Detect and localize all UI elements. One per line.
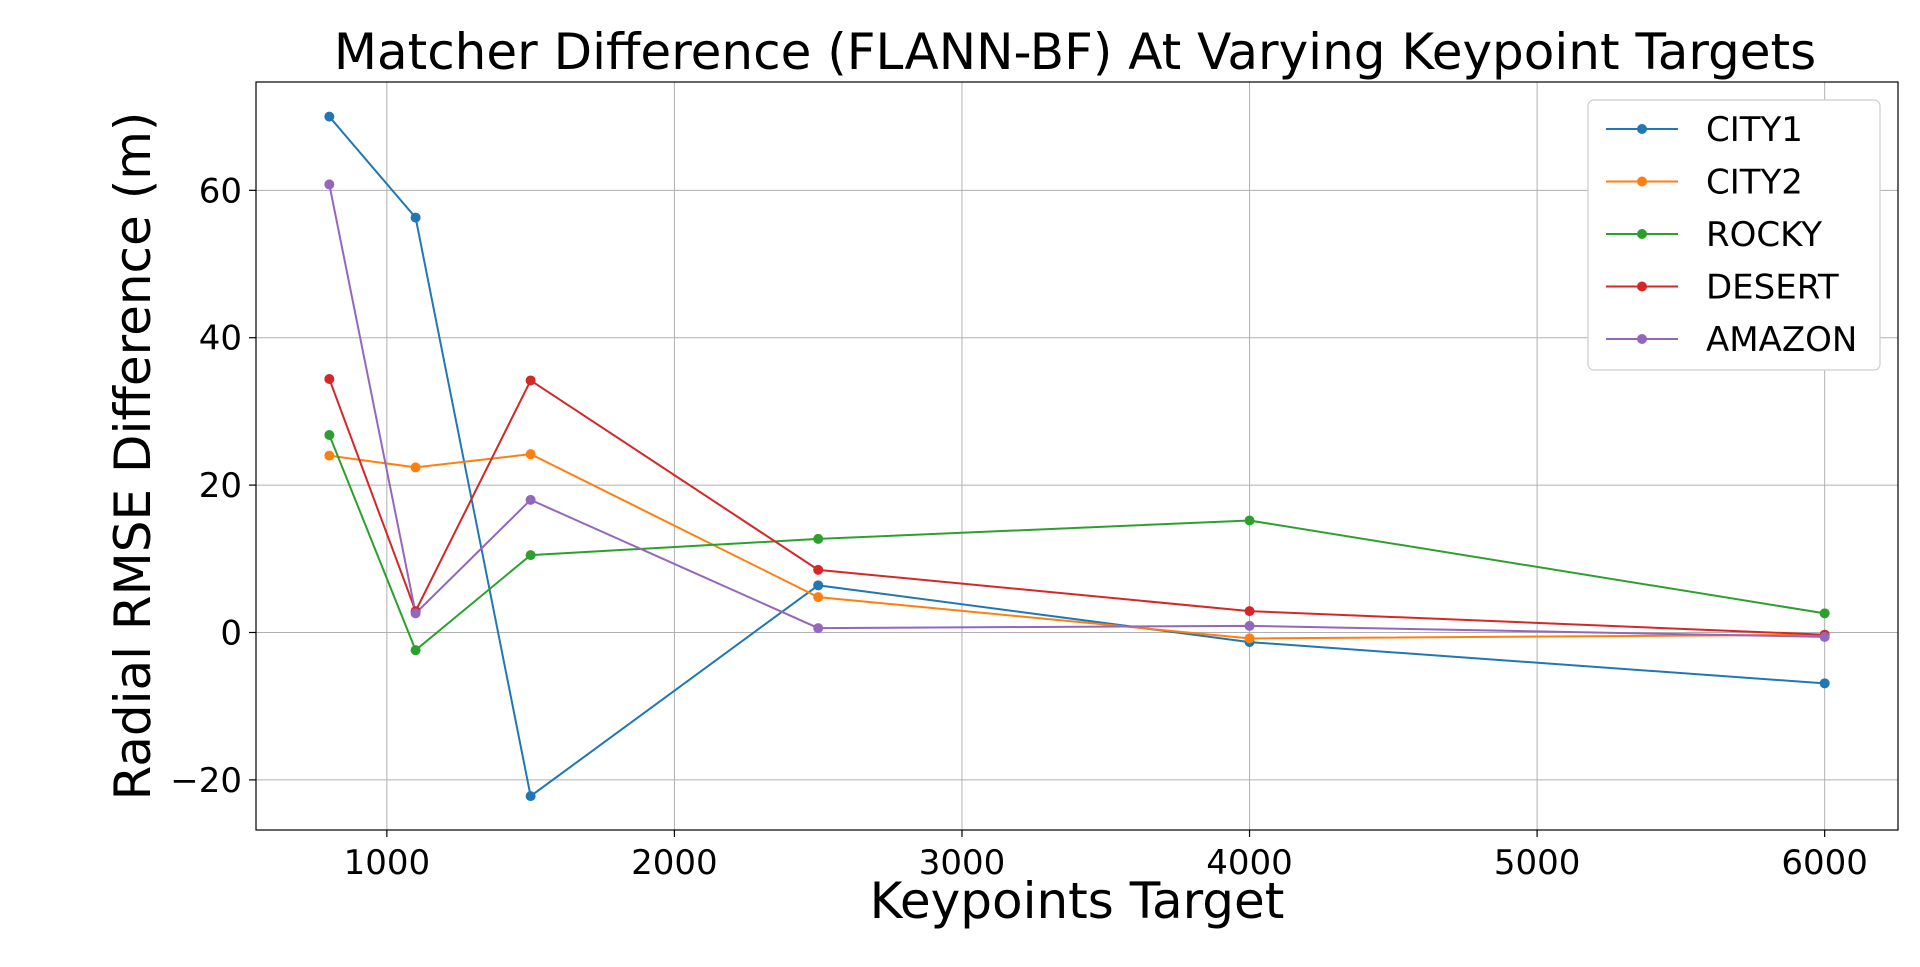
data-point-desert [525,375,536,386]
data-point-desert [813,564,824,575]
series-line-city1 [328,115,1825,798]
y-axis-label: Radial RMSE Difference (m) [104,112,162,801]
data-point-rocky [1819,608,1830,619]
legend: CITY1 CITY2 ROCKY DESERT AMAZON [1587,99,1881,371]
legend-label-city1: CITY1 [1706,110,1803,150]
plot-frame [255,81,1899,831]
legend-box [1587,99,1881,371]
data-point-amazon [813,623,824,634]
y-tick-label: 0 [220,613,242,653]
series-line-city2 [329,453,1825,640]
legend-marker-city2 [1637,176,1647,187]
legend-marker-desert [1637,281,1647,292]
y-tick-label: 20 [199,466,242,506]
series-line-desert [328,378,1825,636]
data-point-city2 [525,449,536,460]
y-axis-ticks: −20 0 20 40 60 [170,171,256,801]
legend-entries: CITY1 CITY2 ROCKY DESERT AMAZON [1606,110,1857,360]
legend-label-amazon: AMAZON [1706,320,1857,360]
chart-title: Matcher Difference (FLANN-BF) At Varying… [334,23,1816,81]
x-tick-label: 6000 [1781,843,1868,883]
data-point-city1 [813,580,824,591]
data-point-amazon [410,608,421,619]
data-point-amazon [324,179,335,190]
legend-label-rocky: ROCKY [1706,215,1822,255]
data-point-city1 [324,111,335,122]
legend-label-desert: DESERT [1706,268,1839,308]
data-point-rocky [525,550,536,561]
series-line-rocky [328,434,1825,652]
x-tick-label: 2000 [631,843,718,883]
series-line-amazon [328,184,1825,638]
data-point-city2 [813,592,824,603]
y-tick-label: −20 [170,761,242,801]
y-tick-label: 60 [199,171,242,211]
legend-marker-amazon [1637,334,1647,344]
x-tick-label: 5000 [1494,843,1581,883]
data-point-desert [1244,606,1255,617]
x-tick-label: 1000 [344,843,431,883]
data-point-amazon [1819,631,1830,642]
data-point-city1 [410,212,421,223]
data-point-city1 [1819,678,1830,689]
legend-marker-city1 [1637,124,1647,134]
data-point-rocky [813,533,824,544]
x-tick-label: 4000 [1206,843,1293,883]
series-lines [328,115,1825,798]
data-point-amazon [525,494,536,505]
x-axis-label: Keypoints Target [870,872,1285,930]
data-point-city1 [525,791,536,802]
data-point-rocky [410,645,421,656]
legend-label-city2: CITY2 [1706,163,1803,203]
legend-marker-rocky [1637,229,1647,239]
data-point-rocky [1244,515,1255,526]
data-point-rocky [324,429,335,440]
data-point-city2 [410,462,421,473]
y-tick-label: 40 [199,319,242,359]
data-point-city2 [324,450,335,461]
x-tick-label: 3000 [919,843,1006,883]
data-point-amazon [1244,620,1255,631]
series-points [324,111,1830,802]
x-axis-ticks: 1000 2000 3000 4000 5000 6000 [344,830,1868,883]
data-point-desert [324,373,335,384]
data-point-city2 [1244,633,1255,644]
